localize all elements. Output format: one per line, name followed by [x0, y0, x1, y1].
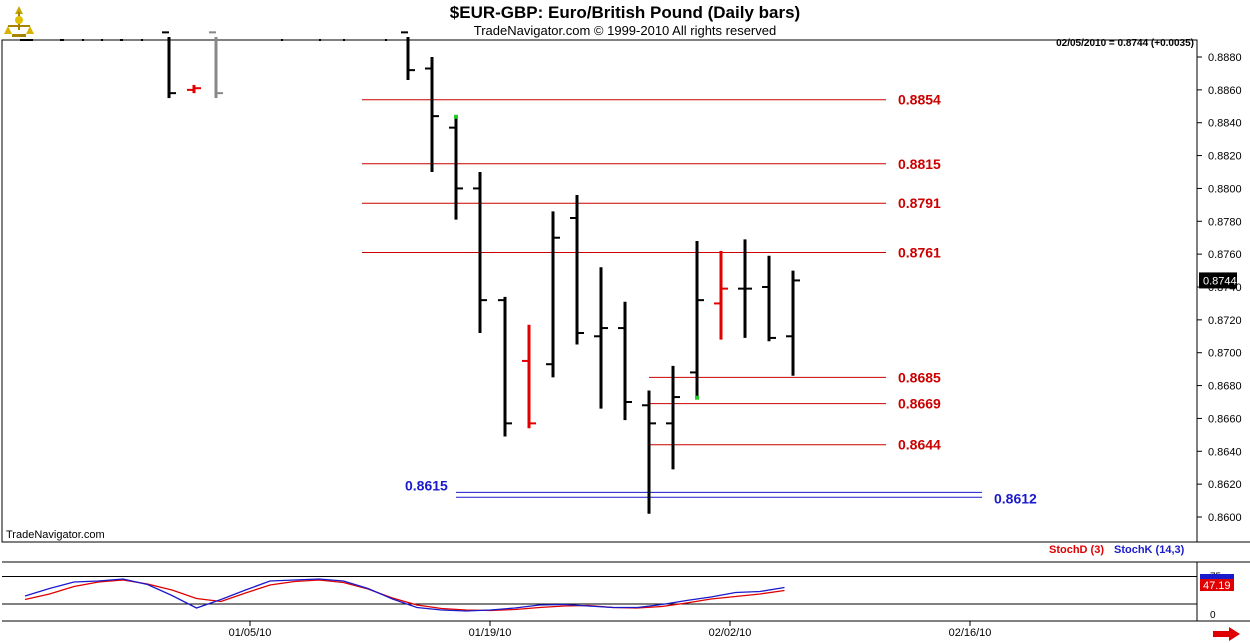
chart-frame [1, 39, 1250, 622]
chart-title: $EUR-GBP: Euro/British Pound (Daily bars… [449, 3, 801, 22]
y-tick-label: 0.8600 [1208, 512, 1242, 524]
price-axis: 0.8880 0.8860 0.8840 0.8820 0.8800 0.8780 0.87… [1197, 52, 1242, 524]
last-quote: 02/05/2010 = 0.8744 (+0.0035) [1056, 38, 1194, 49]
stochd-last-marker [1200, 579, 1234, 591]
level-label: 0.8612 [994, 490, 1037, 506]
level-label: 0.8644 [898, 437, 941, 453]
level-label: 0.8761 [898, 245, 941, 261]
price-bars [162, 31, 800, 514]
chart-subtitle: TradeNavigator.com © 1999-2010 All right… [473, 23, 777, 38]
y-tick-label: 0.8860 [1208, 85, 1242, 97]
stochastic-panel: 75047.19 [2, 572, 1234, 621]
support-resistance-levels: 0.8854 0.8815 0.8791 0.8761 0.8685 0.8669 0.86… [362, 92, 1037, 506]
signal-dot [695, 395, 699, 400]
level-label: 0.8815 [898, 156, 941, 172]
x-tick-label: 02/02/10 [709, 627, 752, 639]
stochk-legend: StochK (14,3) [1114, 544, 1185, 556]
x-tick-label: 01/05/10 [229, 627, 272, 639]
y-tick-label: 0.8800 [1208, 183, 1242, 195]
last-price-label: 0.8744 [1203, 275, 1237, 287]
level-label: 0.8791 [898, 195, 941, 211]
y-tick-label: 0.8840 [1208, 118, 1242, 130]
last-price-marker [1199, 272, 1237, 289]
y-tick-label: 0.8780 [1208, 216, 1242, 228]
level-label: 0.8685 [898, 369, 941, 385]
y-tick-label: 0.8820 [1208, 151, 1242, 163]
stochd-legend: StochD (3) [1049, 544, 1104, 556]
y-tick-label: 0.8720 [1208, 315, 1242, 327]
stoch-last-value: 47.19 [1203, 580, 1231, 592]
y-tick-label: 0.8620 [1208, 479, 1242, 491]
level-label: 0.8854 [898, 92, 941, 108]
y-tick-label: 0.8880 [1208, 52, 1242, 64]
trade-navigator-logo-icon[interactable] [4, 4, 34, 38]
date-axis: 01/05/10 01/19/10 02/02/10 02/16/10 [229, 621, 992, 639]
scroll-right-arrow-icon[interactable] [1213, 627, 1241, 641]
y-tick-label: 0.8760 [1208, 249, 1242, 261]
stochk-line [24, 578, 785, 612]
stochk-last-marker [1200, 574, 1234, 583]
signal-dot [454, 114, 458, 119]
watermark-label: TradeNavigator.com [6, 529, 105, 541]
x-tick-label: 01/19/10 [469, 627, 512, 639]
level-label: 0.8669 [898, 396, 941, 412]
y-tick-label: 0.8660 [1208, 413, 1242, 425]
stochd-line [24, 579, 785, 612]
level-label: 0.8615 [405, 477, 448, 493]
stoch-tick-label: 0 [1210, 610, 1216, 621]
y-tick-label: 0.8680 [1208, 381, 1242, 393]
x-tick-label: 02/16/10 [949, 627, 992, 639]
y-tick-label: 0.8700 [1208, 348, 1242, 360]
y-tick-label: 0.8640 [1208, 446, 1242, 458]
